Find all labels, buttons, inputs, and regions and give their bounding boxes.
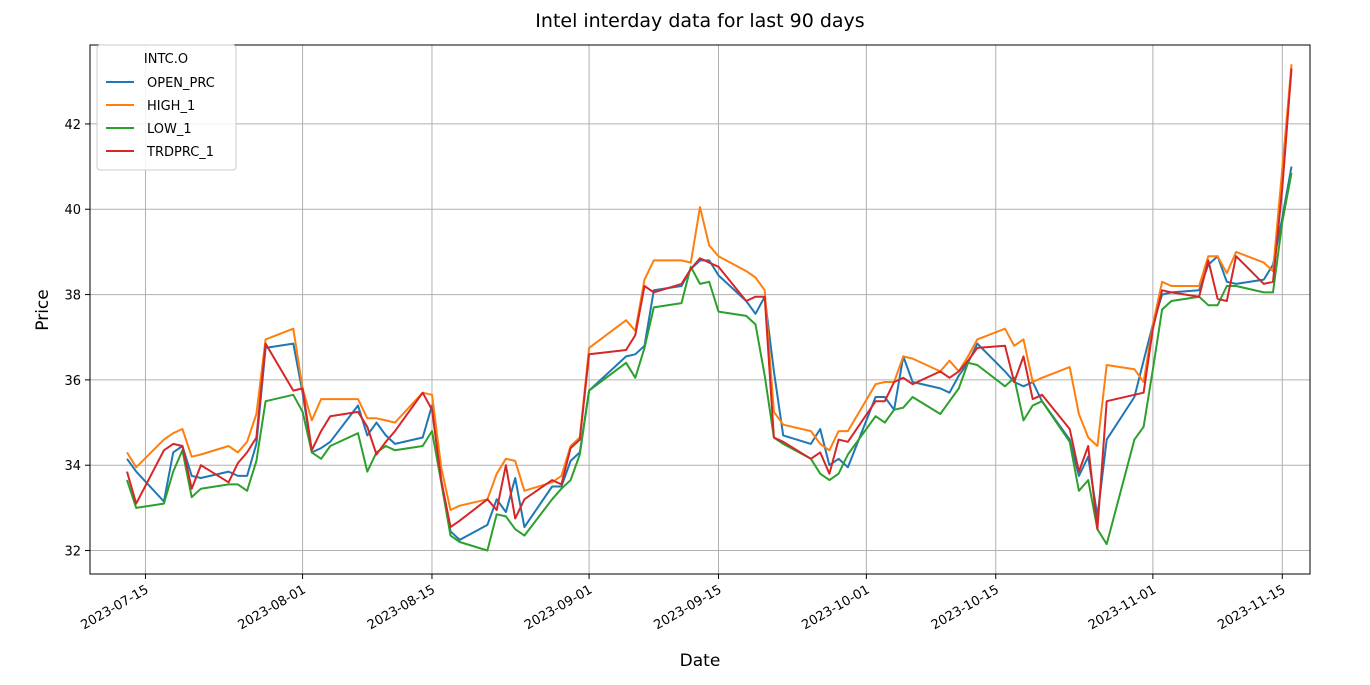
y-tick-label: 34 [64, 459, 81, 474]
legend-item: HIGH_1 [106, 99, 195, 114]
y-tick-label: 32 [64, 545, 81, 560]
y-axis-title: Price [33, 289, 53, 330]
legend-item: TRDPRC_1 [106, 145, 214, 160]
series-line-low-1 [126, 172, 1293, 552]
legend-label: OPEN_PRC [147, 76, 215, 91]
chart-title: Intel interday data for last 90 days [535, 10, 864, 32]
y-tick-label: 36 [64, 374, 81, 389]
y-axis: 32 34 36 38 40 42 [64, 118, 90, 560]
legend-label: LOW_1 [147, 122, 192, 137]
legend-item: LOW_1 [106, 122, 192, 137]
y-tick-label: 42 [64, 118, 81, 133]
series-line-trdprc-1 [126, 68, 1293, 531]
plot-frame [89, 44, 1311, 575]
series-line-high-1 [126, 64, 1293, 511]
x-axis-title: Date [680, 651, 721, 671]
legend-label: HIGH_1 [147, 99, 195, 114]
y-tick-label: 38 [64, 289, 81, 304]
legend-item: OPEN_PRC [106, 76, 215, 91]
legend: INTC.O OPEN_PRC HIGH_1 LOW_1 TRDPRC_1 [96, 44, 237, 171]
y-tick-label: 40 [64, 203, 81, 218]
series-lines [126, 64, 1293, 552]
legend-label: TRDPRC_1 [146, 145, 214, 160]
legend-box [96, 44, 237, 171]
legend-title: INTC.O [144, 52, 188, 67]
